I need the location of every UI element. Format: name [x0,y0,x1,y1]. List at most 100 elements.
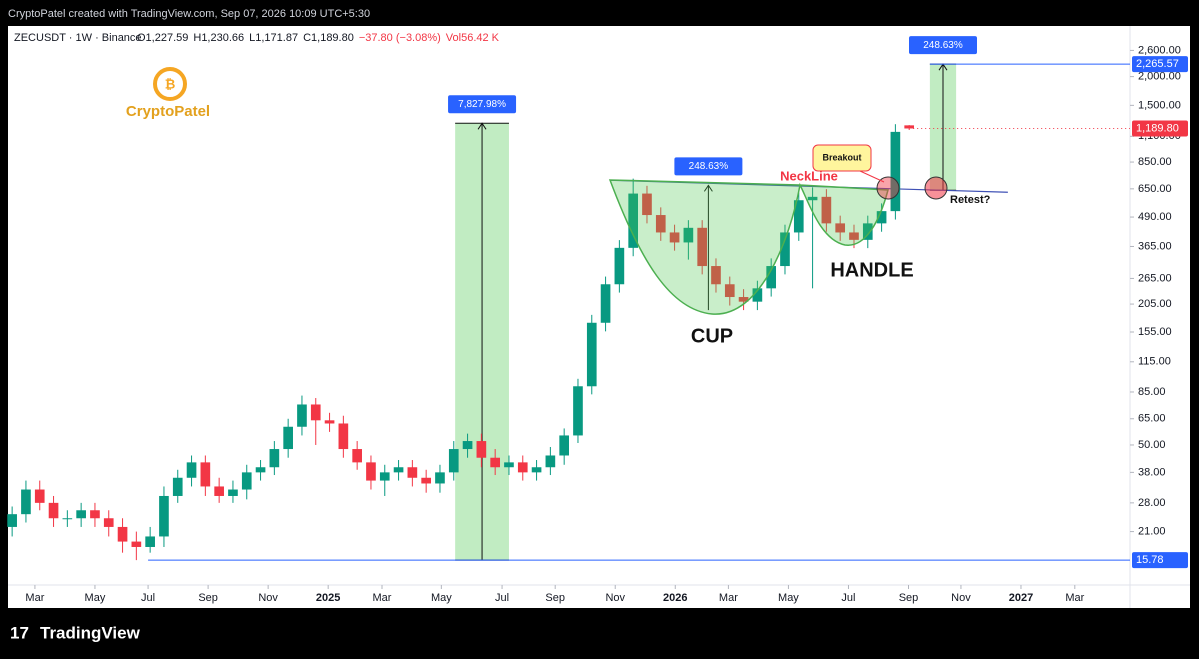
x-tick-label: Nov [605,592,625,604]
logo-text: CryptoPatel [126,103,210,120]
candle-body [614,247,625,285]
y-tick-label: 2,600.00 [1138,44,1181,56]
candle-body [876,211,887,224]
y-tick-label: 28.00 [1138,497,1166,509]
measure-label-box [674,157,743,176]
candle-body [145,536,155,547]
candle-body [517,462,528,473]
chart-panel [8,26,1190,608]
y-tick-label: 205.00 [1138,298,1172,310]
callout-pointer [859,170,885,183]
candle-body [379,472,390,481]
legend-item: C1,189.80 [303,32,354,44]
candle-body [462,441,473,450]
caption: CryptoPatel created with TradingView.com… [8,8,370,20]
x-tick-label: Nov [258,592,278,604]
candle-body [103,518,114,527]
candle-body [849,232,859,240]
x-tick-label: Mar [1065,592,1084,604]
level-price-label: 15.78 [1136,554,1164,566]
y-tick-label: 365.00 [1138,240,1172,252]
y-tick-label: 50.00 [1138,439,1166,451]
candle-body [628,193,639,248]
breakout-callout [812,144,872,172]
symbol: ZECUSDT · 1W · Binance [14,32,142,44]
candle-body [90,510,100,519]
logo-glyph: ₿ [165,76,176,91]
candle-body [504,462,514,468]
x-tick-label: 2025 [316,592,340,604]
candle-body [435,472,445,484]
candle-body [172,477,183,496]
candle-body [421,477,431,484]
y-tick-label: 265.00 [1138,272,1172,284]
candle-body [642,193,652,216]
logo-icon [153,67,187,101]
candle-body [34,489,45,503]
candle-body [821,196,832,224]
cup-label: CUP [691,325,733,347]
arrow-head [703,184,713,192]
measure-label-box [448,95,517,114]
candle-body [600,284,611,323]
level-price-box [1132,56,1188,73]
cup-handle-shape [608,179,889,315]
legend-item: Vol56.42 K [446,32,500,44]
measure-label: 248.63% [689,161,729,172]
candle-body [255,467,266,473]
x-tick-label: Mar [373,592,392,604]
y-tick-label: 850.00 [1138,156,1172,168]
candle-body [890,131,901,212]
x-tick-label: Jul [495,592,509,604]
x-tick-label: 2026 [663,592,687,604]
candle-body [241,472,252,490]
candle-body [780,232,790,267]
x-tick-label: Sep [899,592,919,604]
candle-body [683,227,694,243]
y-tick-label: 65.00 [1138,413,1166,425]
measure-label: 248.63% [923,40,963,51]
candle-body [297,404,307,427]
candle-body [711,266,721,285]
breakout-circle [876,176,900,200]
x-tick-label: Jul [141,592,155,604]
last-price-box [1132,120,1188,137]
x-tick-label: May [778,592,799,604]
candle-body [200,462,211,487]
level-price-label: 2,265.57 [1136,58,1179,70]
candle-body [366,462,376,481]
candle-body [352,449,362,463]
y-tick-label: 21.00 [1138,525,1166,537]
x-tick-label: Jul [841,592,855,604]
neckline-label: NeckLine [780,168,838,183]
x-tick-label: Mar [719,592,738,604]
measure-label: 7,827.98% [458,99,506,110]
y-tick-label: 2,000.00 [1138,71,1181,83]
last-price-label: 1,189.80 [1136,122,1179,134]
legend-item: H1,230.66 [193,32,244,44]
y-tick-label: 155.00 [1138,326,1172,338]
candle-body [559,435,569,456]
candle-body [697,227,708,267]
level-price-box [1132,552,1188,569]
candle-body [324,420,335,424]
candle-body [21,489,31,515]
candle-body [186,462,197,478]
retest-label: Retest? [950,194,991,206]
y-tick-label: 650.00 [1138,183,1172,195]
candle-body [338,423,349,450]
candle-body [531,467,542,473]
x-tick-label: 2027 [1009,592,1033,604]
candle-body [573,386,583,436]
candle-body [159,495,169,537]
retest-circle [924,176,948,200]
candle-body [76,510,86,519]
y-tick-label: 115.00 [1138,356,1171,368]
breakout-label: Breakout [822,152,861,162]
brand-icon: 17 [10,623,29,642]
candle-body [269,449,280,468]
x-tick-label: Nov [951,592,971,604]
candle-body [228,489,238,496]
y-tick-label: 490.00 [1138,211,1172,223]
